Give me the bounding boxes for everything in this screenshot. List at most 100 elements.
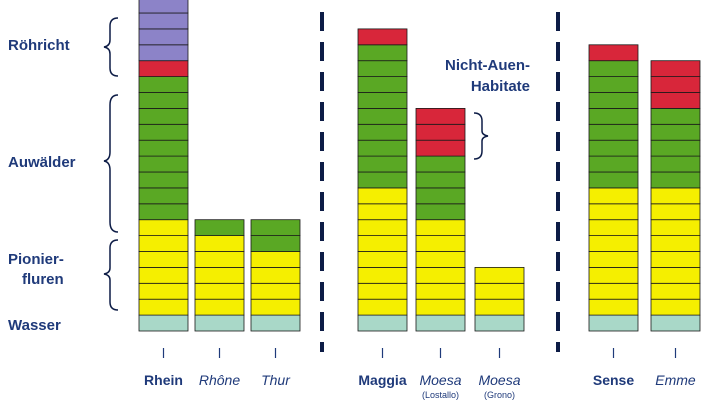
bar-segment-rhein-auwaelder (138, 139, 189, 157)
bar-segment-moesa-lostallo-nicht-auen-habitate (415, 108, 466, 125)
x-label-moesa-lostallo: Moesa (419, 372, 461, 388)
bar-segment-moesa-grono-wasser (474, 314, 525, 332)
bar-thur (250, 219, 301, 332)
bar-segment-rhein-roehricht (138, 28, 189, 46)
bar-segment-moesa-lostallo-auwaelder (415, 171, 466, 189)
bar-segment-rhein-auwaelder (138, 155, 189, 173)
bar-segment-rhone-pionierfluren (194, 282, 245, 300)
bars-layer (138, 0, 701, 332)
bar-segment-sense-auwaelder (588, 92, 639, 109)
bar-segment-sense-nicht-auen-habitate (588, 44, 639, 62)
bar-segment-sense-wasser (588, 314, 639, 332)
bar-segment-rhein-auwaelder (138, 171, 189, 189)
bar-segment-rhein-pionierfluren (138, 282, 189, 300)
x-sublabel-moesa-grono: (Grono) (484, 390, 515, 400)
bar-segment-maggia-pionierfluren (357, 266, 408, 284)
bar-segment-maggia-pionierfluren (357, 251, 408, 268)
y-label-auwaelder: Auwälder (8, 154, 76, 171)
bar-segment-thur-auwaelder (250, 219, 301, 236)
bar-segment-maggia-auwaelder (357, 155, 408, 173)
bar-moesa-grono (474, 266, 525, 332)
bar-maggia (357, 28, 408, 332)
bar-segment-emme-auwaelder (650, 123, 701, 141)
x-sublabel-moesa-lostallo: (Lostallo) (422, 390, 459, 400)
bar-segment-sense-auwaelder (588, 123, 639, 141)
bar-segment-moesa-lostallo-pionierfluren (415, 282, 466, 300)
bar-sense (588, 44, 639, 332)
bar-segment-emme-wasser (650, 314, 701, 332)
x-label-emme: Emme (655, 372, 696, 388)
bar-moesa-lostallo (415, 108, 466, 332)
bar-segment-maggia-pionierfluren (357, 298, 408, 316)
x-label-maggia: Maggia (358, 372, 406, 388)
brace-auwaelder (103, 94, 119, 233)
bar-segment-moesa-lostallo-nicht-auen-habitate (415, 123, 466, 141)
bar-segment-rhein-roehricht (138, 0, 189, 14)
bar-segment-maggia-auwaelder (357, 123, 408, 141)
x-labels-layer: Rhein Rhône Thur Maggia Moesa (Lostallo) Moesa… (144, 348, 696, 400)
annotation-line2: Habitate (471, 78, 530, 95)
bar-segment-moesa-lostallo-pionierfluren (415, 266, 466, 284)
bar-segment-thur-pionierfluren (250, 298, 301, 316)
bar-segment-rhone-pionierfluren (194, 251, 245, 268)
bar-segment-maggia-pionierfluren (357, 203, 408, 221)
bar-segment-maggia-nicht-auen-habitate (357, 28, 408, 46)
bar-segment-maggia-auwaelder (357, 44, 408, 62)
bar-segment-sense-pionierfluren (588, 282, 639, 300)
bar-segment-sense-auwaelder (588, 171, 639, 189)
bar-rhone (194, 219, 245, 332)
bar-segment-sense-pionierfluren (588, 235, 639, 252)
bar-segment-rhein-auwaelder (138, 203, 189, 221)
bar-segment-sense-auwaelder (588, 155, 639, 173)
bar-segment-sense-auwaelder (588, 76, 639, 93)
bar-segment-moesa-grono-pionierfluren (474, 282, 525, 300)
bar-segment-maggia-auwaelder (357, 108, 408, 125)
bar-segment-rhein-nicht-auen-habitate (138, 60, 189, 78)
bar-segment-maggia-pionierfluren (357, 219, 408, 236)
bar-segment-moesa-lostallo-auwaelder (415, 203, 466, 221)
bar-segment-emme-nicht-auen-habitate (650, 76, 701, 93)
bar-segment-maggia-pionierfluren (357, 235, 408, 252)
bar-segment-maggia-auwaelder (357, 76, 408, 93)
bar-segment-rhone-pionierfluren (194, 298, 245, 316)
bar-segment-rhone-pionierfluren (194, 235, 245, 252)
bar-segment-rhein-roehricht (138, 12, 189, 30)
bar-segment-sense-auwaelder (588, 60, 639, 78)
bar-segment-rhein-pionierfluren (138, 298, 189, 316)
bar-segment-emme-auwaelder (650, 171, 701, 189)
bar-segment-rhein-auwaelder (138, 76, 189, 93)
brace-roehricht (103, 17, 119, 77)
bar-segment-rhein-roehricht (138, 44, 189, 62)
bar-segment-emme-pionierfluren (650, 219, 701, 236)
brace-pionierfluren (103, 239, 119, 311)
bar-segment-moesa-lostallo-pionierfluren (415, 251, 466, 268)
bar-segment-moesa-lostallo-nicht-auen-habitate (415, 139, 466, 157)
bar-segment-thur-pionierfluren (250, 282, 301, 300)
bar-segment-thur-wasser (250, 314, 301, 332)
y-label-wasser: Wasser (8, 317, 61, 334)
bar-segment-rhone-auwaelder (194, 219, 245, 236)
bar-segment-rhein-wasser (138, 314, 189, 332)
y-label-roehricht: Röhricht (8, 37, 70, 54)
bar-segment-emme-auwaelder (650, 108, 701, 125)
annotation-line1: Nicht-Auen- (445, 57, 530, 74)
bar-segment-emme-pionierfluren (650, 203, 701, 221)
bar-segment-rhein-auwaelder (138, 108, 189, 125)
bar-segment-maggia-wasser (357, 314, 408, 332)
bar-segment-rhein-pionierfluren (138, 251, 189, 268)
bar-segment-rhein-pionierfluren (138, 219, 189, 236)
bar-segment-rhein-auwaelder (138, 92, 189, 109)
bar-segment-maggia-pionierfluren (357, 187, 408, 205)
bar-segment-sense-pionierfluren (588, 298, 639, 316)
annotation-brace (473, 112, 489, 160)
bar-segment-emme-pionierfluren (650, 266, 701, 284)
bar-segment-emme-pionierfluren (650, 251, 701, 268)
bar-segment-sense-pionierfluren (588, 219, 639, 236)
bar-segment-emme-auwaelder (650, 139, 701, 157)
y-label-pionier-line2: fluren (22, 271, 64, 288)
y-label-pionier-line1: Pionier- (8, 251, 64, 268)
bar-segment-thur-auwaelder (250, 235, 301, 252)
bar-segment-sense-pionierfluren (588, 251, 639, 268)
